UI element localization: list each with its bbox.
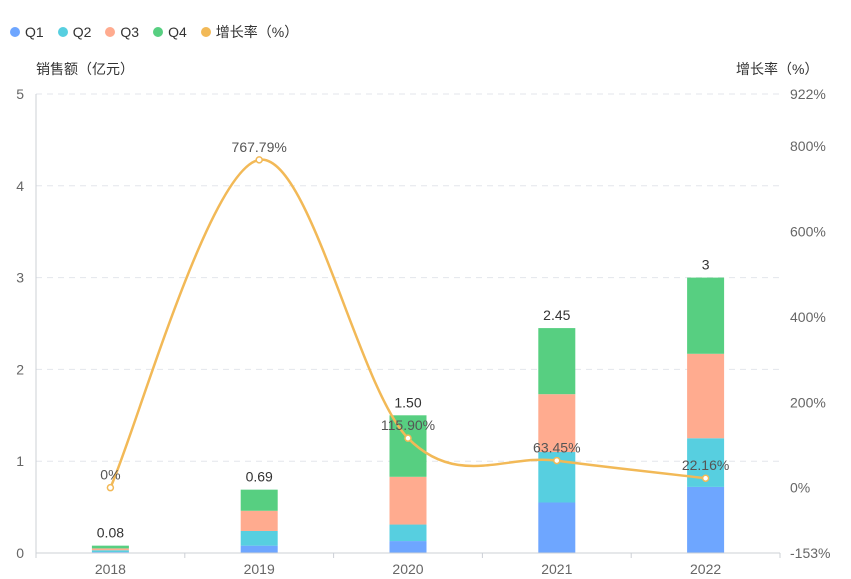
x-tick-label-2019: 2019: [244, 561, 275, 577]
x-tick-label-2021: 2021: [541, 561, 572, 577]
axes: 0 1 2 3 4 5 -153% 0% 200% 400% 600% 800% 922% 2018 201…: [16, 86, 830, 577]
bar-q3-2018: [91, 548, 129, 551]
legend-item-q4[interactable]: Q4: [153, 22, 187, 42]
growth-rate-point-2019: [255, 156, 263, 164]
legend-item-q2[interactable]: Q2: [57, 22, 92, 42]
y-right-tick-label-3: 400%: [790, 309, 826, 325]
bar-q2-2020: [389, 524, 427, 542]
legend-item-q3[interactable]: Q3: [105, 22, 139, 42]
data-labels: 0.08 0.69 1.50 2.45 3 0% 767.79% 115.90% 63.45% 2…: [97, 139, 730, 541]
bar-q1-2022: [687, 486, 725, 553]
bar-q1-2019: [240, 545, 278, 553]
growth-rate-label-2021: 63.45%: [533, 440, 580, 456]
growth-rate-label-2022: 22.16%: [682, 457, 729, 473]
bar-q3-2019: [240, 510, 278, 531]
bar-total-label-2020: 1.50: [394, 394, 421, 410]
legend-label-q1: Q1: [25, 24, 44, 40]
legend-marker-q2: [57, 27, 68, 37]
y-left-tick-label-1: 1: [16, 453, 24, 469]
chart-legend: Q1 Q2 Q3 Q4 增长率（%）: [10, 22, 298, 42]
bar-q4-2021: [538, 328, 576, 395]
legend-label-q3: Q3: [120, 24, 140, 40]
legend-marker-q1: [10, 27, 20, 37]
bar-q4-2022: [687, 277, 725, 354]
x-tick-label-2022: 2022: [690, 561, 721, 577]
bar-q4-2020: [389, 415, 427, 477]
growth-rate-point-2018: [106, 483, 115, 492]
growth-rate-label-2020: 115.90%: [381, 417, 435, 433]
growth-rate-line: [109, 158, 706, 489]
bar-total-label-2021: 2.45: [543, 307, 570, 323]
bar-q1-2021: [538, 502, 576, 553]
growth-rate-point-2020: [404, 434, 412, 442]
bar-q2-2018: [91, 550, 129, 553]
y-left-tick-label-2: 2: [16, 361, 24, 377]
legend-marker-growth-rate: [200, 27, 211, 37]
bar-total-label-2022: 3: [702, 257, 710, 273]
growth-rate-point-2021: [553, 456, 561, 465]
legend-item-growth-rate[interactable]: 增长率（%）: [200, 22, 299, 42]
bar-q3-2020: [389, 476, 427, 525]
bar-q1-2020: [389, 541, 427, 553]
y-axis-right-label: 增长率（%）: [736, 61, 819, 77]
growth-rate-point-2022: [701, 474, 710, 482]
x-tick-label-2020: 2020: [392, 561, 423, 577]
y-right-tick-label-0: -153%: [790, 545, 830, 561]
growth-rate-label-2019: 767.79%: [232, 139, 287, 155]
bar-total-label-2019: 0.69: [246, 469, 273, 485]
y-left-tick-label-3: 3: [16, 270, 24, 286]
bar-q3-2022: [687, 353, 725, 439]
legend-marker-q3: [105, 27, 116, 37]
bar-q2-2019: [240, 530, 278, 546]
x-tick-label-2018: 2018: [95, 561, 126, 577]
legend-label-growth-rate: 增长率（%）: [215, 24, 299, 40]
legend-marker-q4: [153, 27, 164, 37]
bar-q4-2018: [91, 545, 129, 549]
legend-item-q1[interactable]: Q1: [10, 22, 44, 42]
y-right-tick-label-4: 600%: [790, 223, 826, 239]
y-left-tick-label-5: 5: [16, 86, 24, 102]
legend-label-q2: Q2: [72, 24, 92, 40]
grid-lines: [36, 93, 780, 462]
y-left-tick-label-0: 0: [16, 545, 24, 561]
bar-total-label-2018: 0.08: [97, 525, 124, 541]
legend-label-q4: Q4: [168, 24, 187, 40]
bar-q4-2019: [240, 489, 278, 511]
y-right-tick-label-5: 800%: [790, 138, 826, 154]
growth-rate-label-2018: 0%: [100, 467, 120, 483]
y-right-tick-label-1: 0%: [790, 480, 810, 496]
y-axis-left-label: 销售额（亿元）: [36, 61, 134, 77]
y-left-tick-label-4: 4: [16, 178, 24, 194]
y-right-tick-label-2: 200%: [790, 394, 826, 410]
y-right-tick-label-6: 922%: [790, 86, 826, 102]
growth-rate-line-series: [106, 156, 710, 492]
bar-q3-2021: [538, 394, 576, 453]
bar-series: [91, 277, 725, 553]
